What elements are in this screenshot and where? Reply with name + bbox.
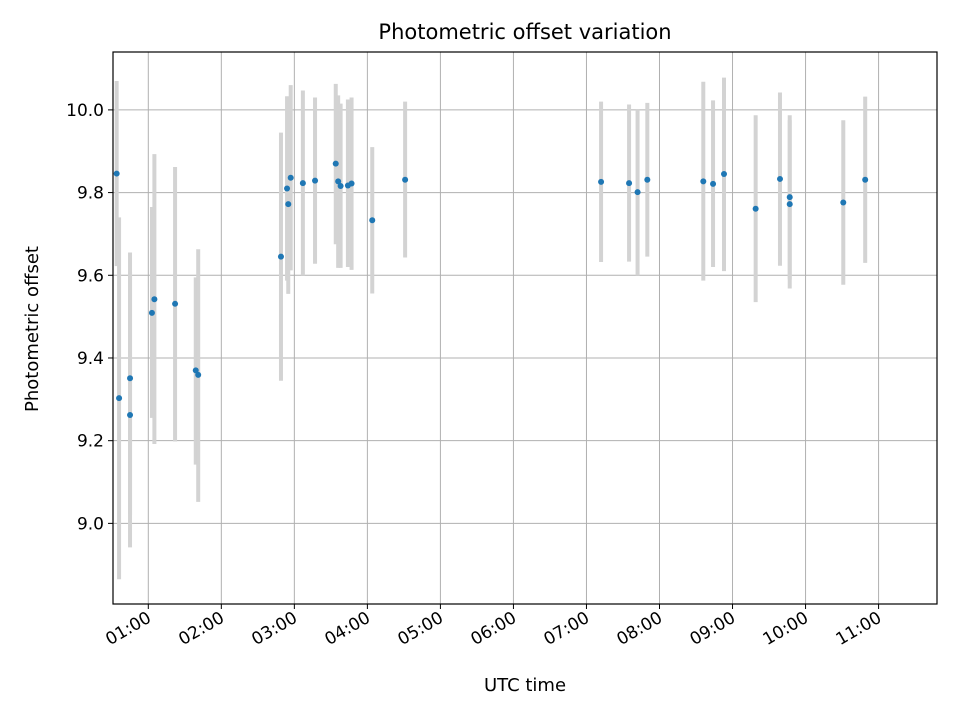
data-point <box>598 178 605 185</box>
data-point <box>285 201 292 208</box>
chart-title: Photometric offset variation <box>378 20 671 44</box>
data-point <box>284 185 291 192</box>
data-point <box>192 367 199 374</box>
data-point <box>299 180 306 187</box>
grid-layer <box>113 52 937 604</box>
y-tick-label: 9.2 <box>77 432 104 452</box>
data-point <box>113 170 120 177</box>
data-point <box>402 176 409 183</box>
data-point <box>840 199 847 206</box>
data-point <box>116 395 123 402</box>
y-tick-label: 10.0 <box>66 101 104 121</box>
data-point <box>312 177 319 184</box>
plot-frame <box>112 51 938 605</box>
point-layer <box>113 160 869 419</box>
data-point <box>710 180 717 187</box>
data-point <box>335 178 342 185</box>
data-point <box>776 175 783 182</box>
data-point <box>369 217 376 224</box>
y-axis-label: Photometric offset <box>22 246 43 412</box>
data-point <box>634 189 641 196</box>
data-point <box>127 375 134 382</box>
data-point <box>348 180 355 187</box>
data-point <box>277 253 284 260</box>
y-tick-label: 9.6 <box>77 266 104 286</box>
data-point <box>127 412 134 419</box>
data-point <box>172 300 179 307</box>
data-point <box>786 194 793 201</box>
y-tick-label: 9.4 <box>77 349 104 369</box>
data-point <box>644 176 651 183</box>
y-axis-ticks: 9.0 9.2 9.4 9.6 9.8 10.0 <box>66 101 113 534</box>
data-point <box>332 160 339 167</box>
data-point <box>148 309 155 316</box>
data-point <box>786 201 793 208</box>
data-point <box>337 182 344 189</box>
data-point <box>151 296 158 303</box>
y-tick-label: 9.0 <box>77 514 104 534</box>
data-point <box>752 205 759 212</box>
x-axis-label: UTC time <box>484 675 566 696</box>
data-point <box>700 178 707 185</box>
y-tick-label: 9.8 <box>77 184 104 204</box>
data-point <box>195 371 202 378</box>
data-point <box>721 170 728 177</box>
data-point <box>862 176 869 183</box>
data-point <box>626 180 633 187</box>
data-point <box>287 174 294 181</box>
